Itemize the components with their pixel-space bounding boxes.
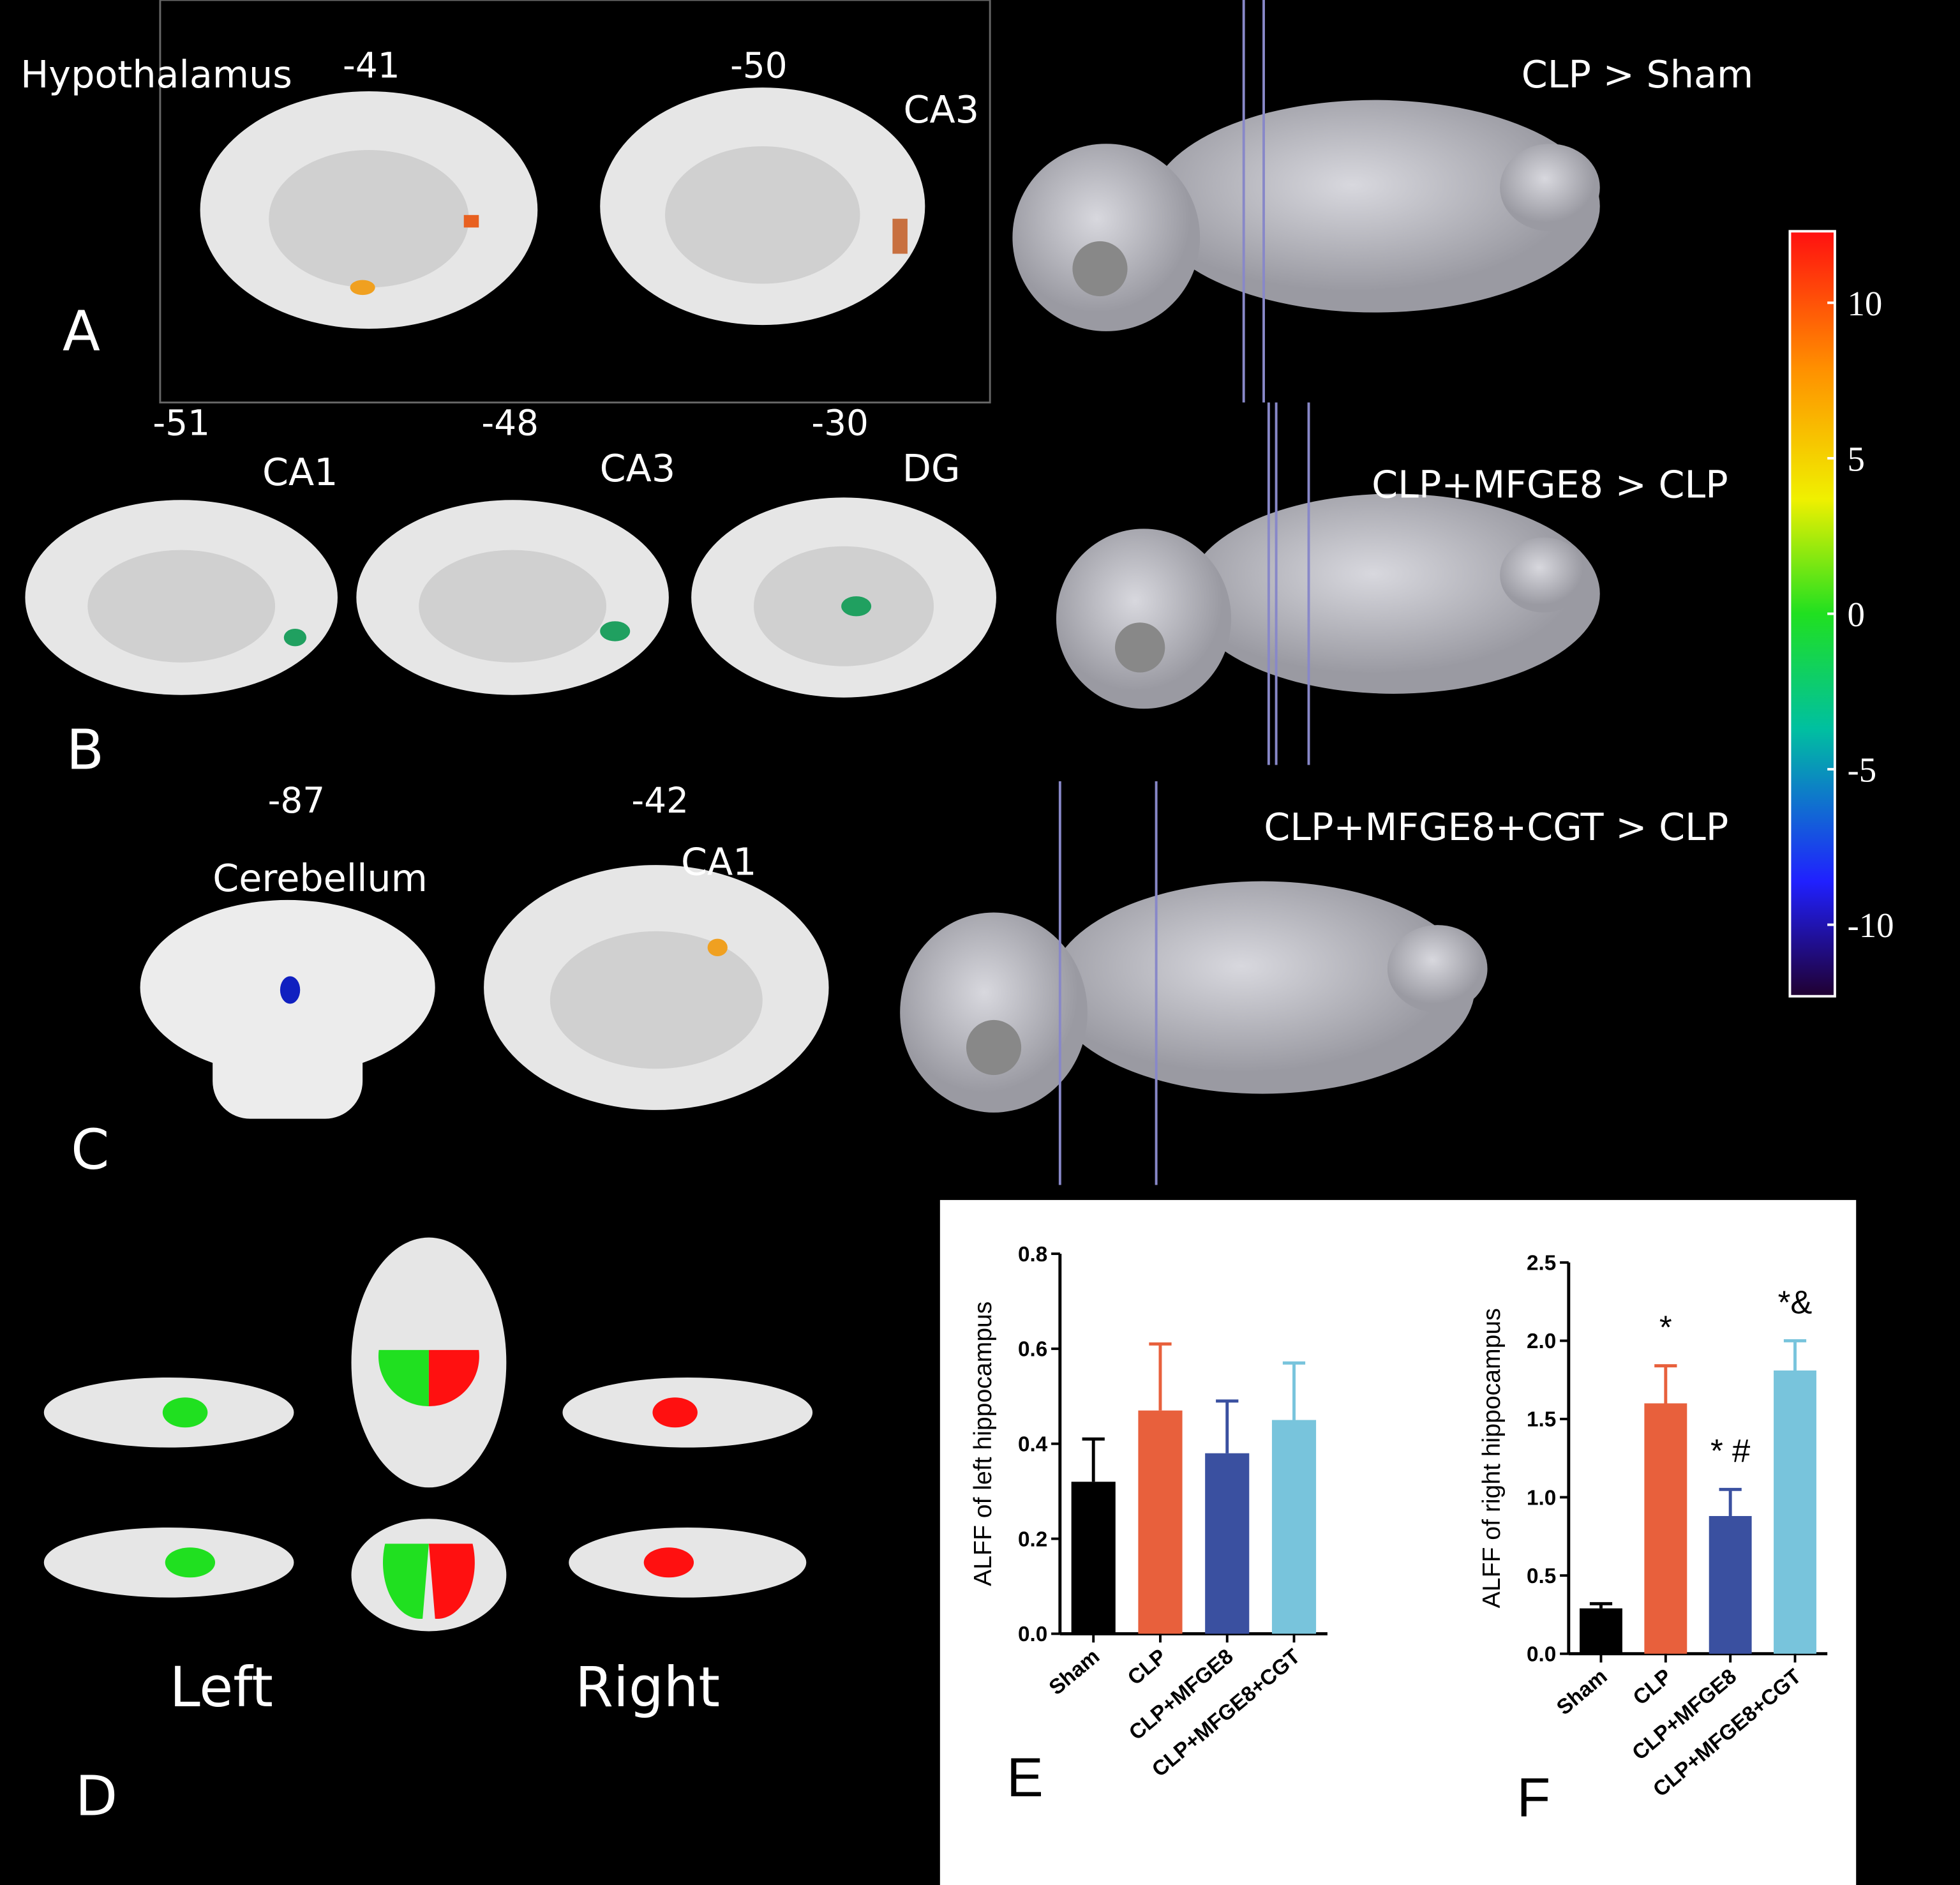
slice-coord: -42 — [631, 780, 689, 821]
bar — [1580, 1608, 1622, 1654]
colorbar-tick-label: 5 — [1848, 439, 1865, 478]
bar — [1205, 1453, 1250, 1634]
significance-mark: * # — [1710, 1432, 1751, 1469]
slice-coord: -87 — [268, 780, 325, 821]
y-tick-label: 0.8 — [1018, 1243, 1047, 1266]
bar — [1138, 1410, 1183, 1634]
panel-letter: F — [1517, 1767, 1551, 1828]
bar — [1644, 1403, 1687, 1654]
y-tick-label: 2.0 — [1527, 1330, 1556, 1353]
contrast-label: CLP > Sham — [1522, 52, 1753, 96]
panel-letter: B — [66, 718, 104, 782]
side-label: Left — [170, 1656, 273, 1720]
brain-graphics — [25, 0, 1857, 1885]
y-tick-label: 0.2 — [1018, 1528, 1047, 1551]
region-label: Cerebellum — [213, 856, 428, 900]
region-label: CA1 — [681, 840, 757, 884]
region-label: CA3 — [600, 446, 676, 490]
slice-coord: -41 — [343, 45, 400, 86]
panel-letter: D — [75, 1764, 117, 1828]
significance-mark: * — [1659, 1309, 1672, 1346]
bar — [1071, 1482, 1116, 1634]
y-axis-label: ALFF of left hippocampus — [969, 1302, 997, 1586]
panel-letter: C — [71, 1118, 109, 1182]
panel-letter: A — [63, 299, 100, 363]
y-tick-label: 1.5 — [1527, 1408, 1556, 1432]
colorbar-tick-label: -10 — [1848, 906, 1894, 945]
colorbar-tick-label: 10 — [1848, 284, 1883, 323]
slice-coord: -51 — [153, 402, 210, 443]
significance-mark: *& — [1778, 1284, 1813, 1320]
region-label: CA3 — [904, 87, 980, 131]
y-tick-label: 0.6 — [1018, 1338, 1047, 1362]
y-axis-label: ALFF of right hippocampus — [1478, 1308, 1506, 1608]
bar — [1709, 1515, 1752, 1654]
y-tick-label: 1.0 — [1527, 1486, 1556, 1510]
y-tick-label: 0.4 — [1018, 1432, 1048, 1456]
panel-letter: E — [1006, 1747, 1043, 1808]
contrast-label: CLP+MFGE8 > CLP — [1372, 462, 1728, 506]
contrast-label: CLP+MFGE8+CGT > CLP — [1264, 805, 1728, 849]
y-tick-label: 0.0 — [1527, 1642, 1556, 1666]
slice-coord: -50 — [730, 45, 788, 86]
y-tick-label: 0.0 — [1018, 1623, 1047, 1646]
side-label: Right — [575, 1656, 720, 1720]
bar — [1271, 1420, 1317, 1634]
slice-coord: -48 — [481, 402, 539, 443]
y-tick-label: 2.5 — [1527, 1252, 1556, 1275]
bar — [1774, 1370, 1816, 1654]
region-label: DG — [902, 446, 961, 490]
region-label: Hypothalamus — [20, 52, 292, 96]
colorbar-tick-label: 0 — [1848, 595, 1865, 634]
y-tick-label: 0.5 — [1527, 1565, 1556, 1588]
region-label: CA1 — [262, 450, 338, 494]
slice-coord: -30 — [811, 402, 869, 443]
colorbar-tick-label: -5 — [1848, 751, 1877, 790]
